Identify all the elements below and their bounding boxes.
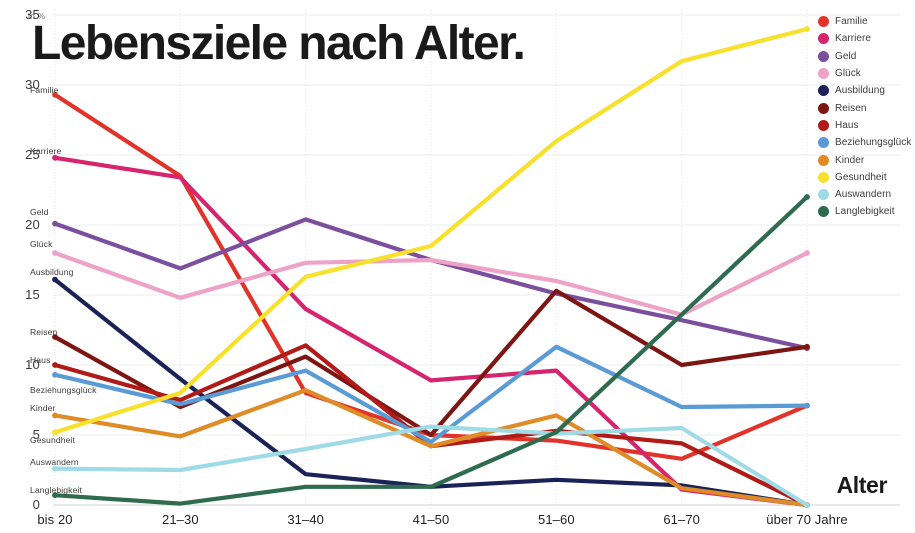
y-axis-tick-label: 25 [25, 147, 40, 162]
series-endpoint [52, 412, 58, 419]
y-axis-tick-label: 5 [32, 427, 40, 442]
legend-swatch-icon [818, 206, 829, 218]
legend-swatch-icon [818, 171, 829, 183]
legend-item[interactable]: Auswandern [818, 186, 915, 203]
series-endpoint [52, 220, 58, 227]
legend-item[interactable]: Karriere [818, 30, 915, 47]
x-axis-tick-label: 61–70 [663, 512, 700, 527]
y-axis-tick-label: 35 [25, 7, 40, 22]
series-endpoint [52, 154, 58, 161]
series-label-karriere: Karriere [30, 146, 62, 156]
series-line-familie [52, 92, 810, 461]
legend-swatch-icon [818, 33, 829, 45]
legend-label: Haus [835, 119, 859, 131]
series-endpoint [804, 26, 810, 32]
x-axis-tick-label: 51–60 [538, 512, 575, 527]
legend-label: Familie [835, 16, 868, 28]
series-line-reisen [52, 288, 810, 438]
series-line-geld [52, 217, 810, 351]
series-endpoint [52, 492, 58, 499]
series-label-glck: Glück [30, 239, 53, 249]
legend-swatch-icon [818, 137, 829, 149]
series-endpoint [52, 371, 58, 378]
legend-label: Ausbildung [835, 85, 885, 97]
legend-swatch-icon [818, 68, 829, 80]
series-line-gesundheit [52, 26, 810, 435]
series-label-langlebigkeit: Langlebigkeit [30, 485, 82, 495]
series-label-geld: Geld [30, 207, 49, 217]
y-axis-tick-label: 10 [25, 357, 40, 372]
legend-item[interactable]: Glück [818, 65, 915, 82]
series-label-haus: Haus [30, 355, 51, 365]
series-label-ausbildung: Ausbildung [30, 267, 74, 277]
legend-label: Beziehungsglück [835, 137, 912, 149]
legend-label: Geld [835, 50, 857, 62]
y-axis-tick-label: 20 [25, 217, 40, 232]
legend-item[interactable]: Gesundheit [818, 169, 915, 186]
legend-swatch-icon [818, 189, 829, 201]
series-endpoint [52, 276, 58, 283]
page-title: Lebensziele nach Alter. [32, 17, 526, 70]
x-axis-tick-label: 21–30 [162, 512, 199, 527]
legend-label: Auswandern [835, 189, 892, 201]
y-axis-tick-label: 0 [32, 497, 40, 512]
legend: Familie Karriere Geld Glück Ausbildung Reisen… [818, 13, 915, 221]
legend-item[interactable]: Kinder [818, 151, 915, 168]
x-axis-tick-label: bis 20 [37, 512, 73, 527]
series-endpoint [52, 334, 58, 340]
x-axis-title: Alter [836, 472, 888, 498]
series-endpoint [52, 250, 58, 256]
legend-item[interactable]: Haus [818, 117, 915, 134]
legend-label: Gesundheit [835, 171, 887, 183]
legend-swatch-icon [818, 16, 829, 28]
legend-item[interactable]: Familie [818, 13, 915, 30]
series-endpoint [804, 502, 810, 508]
series-endpoint [804, 343, 810, 350]
legend-label: Langlebigkeit [835, 206, 895, 218]
legend-swatch-icon [818, 50, 829, 62]
y-axis-tick-label: 15 [25, 287, 40, 302]
series-endpoint [804, 194, 810, 200]
series-label-gesundheit: Gesundheit [30, 435, 75, 445]
legend-swatch-icon [818, 154, 829, 166]
series-endpoint [52, 429, 58, 436]
series-endpoint [804, 402, 810, 409]
legend-swatch-icon [818, 102, 829, 114]
series-endpoint [52, 362, 58, 368]
x-axis-tick-label: 31–40 [287, 512, 324, 527]
legend-item[interactable]: Geld [818, 48, 915, 65]
series-endpoint [52, 465, 58, 472]
series-line-auswandern [52, 424, 810, 508]
series-endpoint [52, 91, 58, 98]
series-label-auswandern: Auswandern [30, 457, 79, 467]
series-label-familie: Familie [30, 85, 59, 95]
legend-item[interactable]: Beziehungsglück [818, 134, 915, 151]
legend-label: Reisen [835, 102, 867, 114]
x-axis-tick-label: 41–50 [412, 512, 450, 527]
series-line-kinder [52, 388, 810, 508]
y-axis-tick-label: 30 [25, 77, 40, 92]
legend-swatch-icon [818, 85, 829, 97]
y-axis-unit-label: in % [28, 11, 46, 21]
legend-label: Karriere [835, 33, 871, 45]
series-line-langlebigkeit [52, 194, 810, 506]
legend-item[interactable]: Langlebigkeit [818, 203, 915, 220]
series-label-beziehungsglck: Beziehungsglück [30, 385, 97, 395]
series-label-kinder: Kinder [30, 403, 56, 413]
legend-label: Glück [835, 68, 861, 80]
legend-label: Kinder [835, 154, 865, 166]
series-label-reisen: Reisen [30, 327, 58, 337]
series-line-beziehungsglck [52, 344, 810, 445]
legend-item[interactable]: Ausbildung [818, 82, 915, 99]
series-endpoint [804, 250, 810, 256]
legend-item[interactable]: Reisen [818, 99, 915, 116]
x-axis-tick-label: über 70 Jahre [766, 512, 848, 527]
legend-swatch-icon [818, 119, 829, 131]
